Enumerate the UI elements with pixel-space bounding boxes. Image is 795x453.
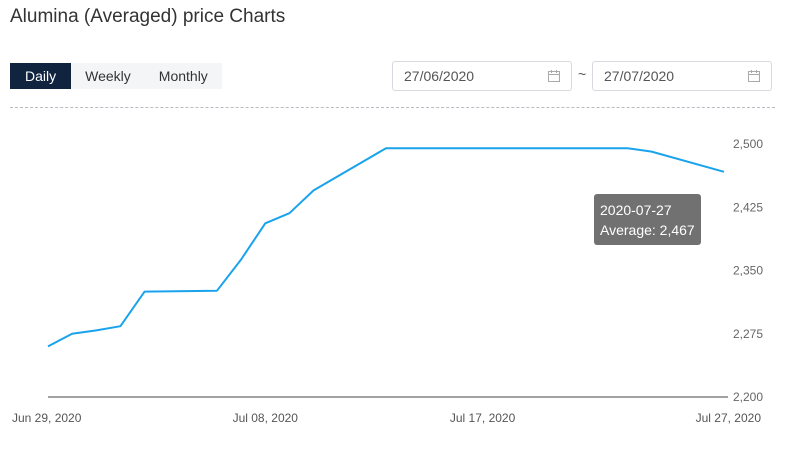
start-date-value: 27/06/2020 [404, 68, 475, 84]
calendar-icon[interactable] [548, 70, 560, 82]
tooltip-average: Average: 2,467 [600, 222, 695, 238]
page-title: Alumina (Averaged) price Charts [10, 6, 286, 27]
tooltip-date: 2020-07-27 [600, 202, 672, 218]
y-tick-label: 2,350 [733, 264, 763, 278]
y-tick-label: 2,200 [733, 390, 763, 404]
section-divider [10, 107, 775, 108]
start-date-field[interactable]: 27/06/2020 [392, 61, 572, 91]
tab-weekly[interactable]: Weekly [85, 68, 131, 84]
x-tick-label: Jul 08, 2020 [233, 411, 299, 425]
calendar-icon[interactable] [748, 70, 760, 82]
x-tick-label: Jun 29, 2020 [12, 411, 82, 425]
y-tick-label: 2,425 [733, 200, 763, 214]
chart-tooltip: 2020-07-27 Average: 2,467 [594, 194, 701, 245]
interval-tabs: Daily Weekly Monthly [10, 63, 222, 89]
date-range-separator: ~ [578, 66, 587, 82]
y-tick-label: 2,500 [733, 137, 763, 151]
tab-daily[interactable]: Daily [10, 63, 72, 89]
x-tick-label: Jul 17, 2020 [450, 411, 516, 425]
y-tick-label: 2,275 [733, 327, 763, 341]
end-date-field[interactable]: 27/07/2020 [592, 61, 772, 91]
end-date-value: 27/07/2020 [604, 68, 675, 84]
tab-monthly[interactable]: Monthly [158, 68, 208, 84]
x-tick-label: Jul 27, 2020 [696, 411, 762, 425]
series-line [47, 147, 725, 348]
